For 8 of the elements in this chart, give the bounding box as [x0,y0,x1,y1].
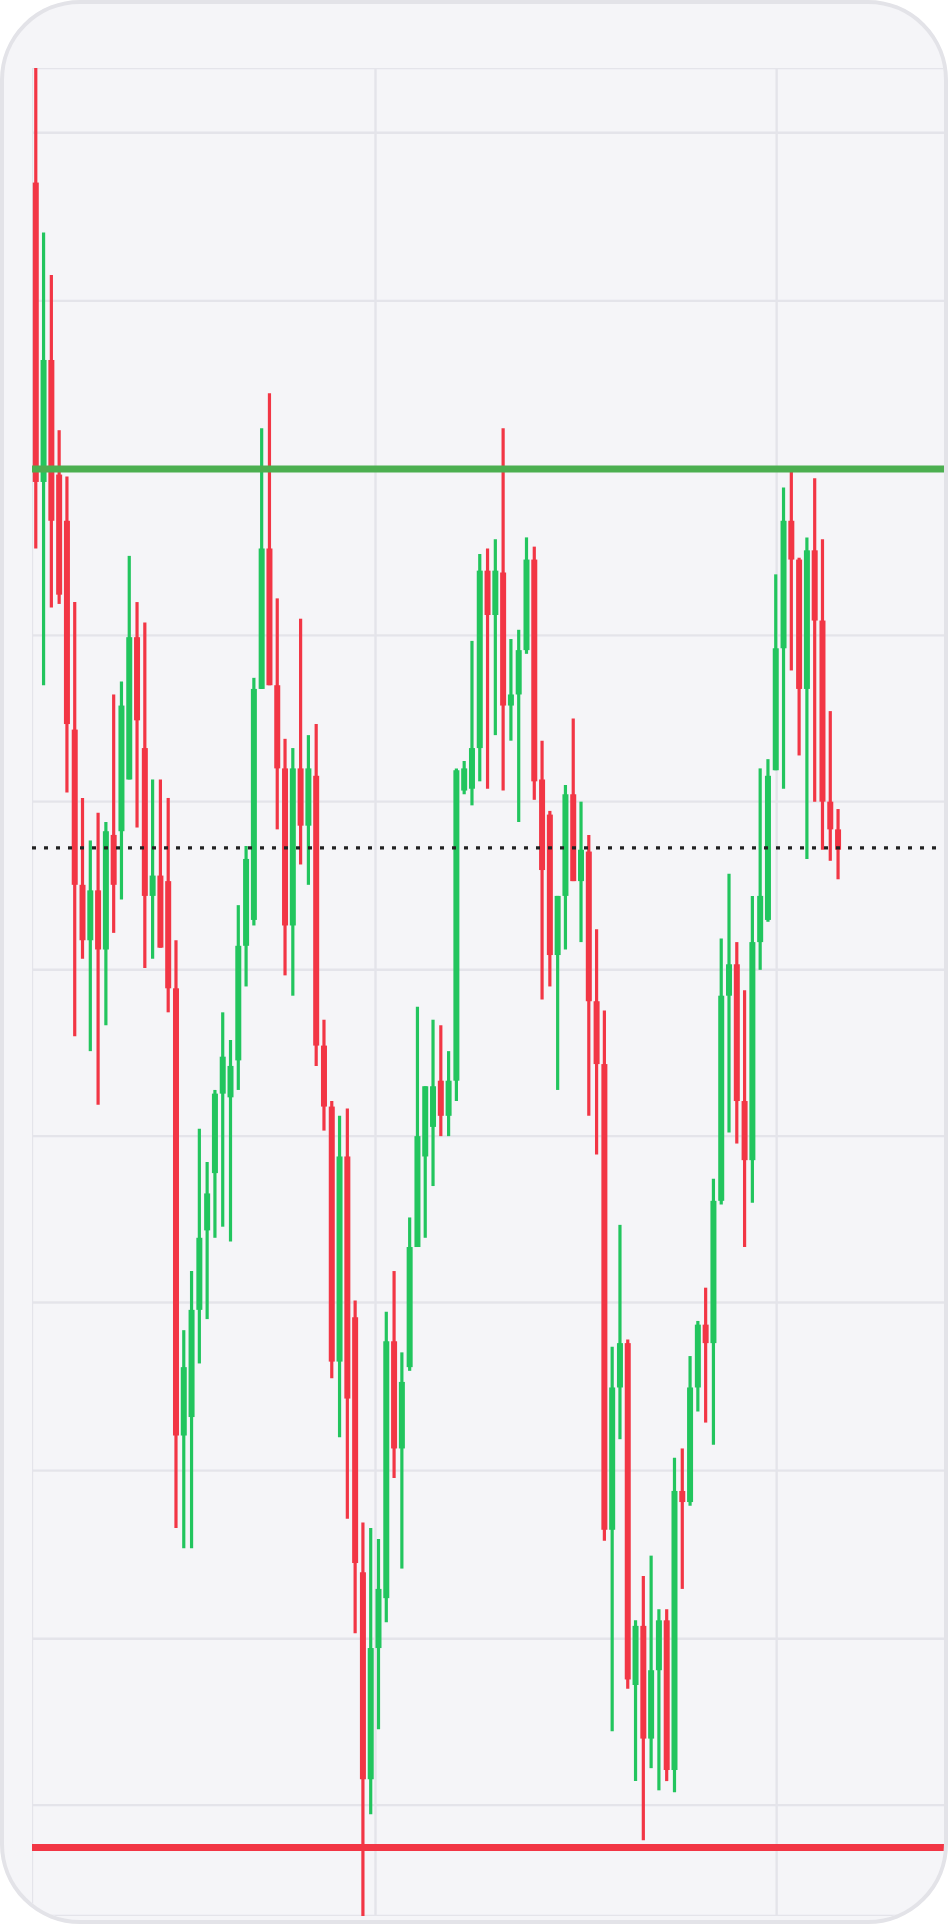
candlestick [679,1446,686,1591]
candlestick [437,1023,444,1138]
candlestick [484,546,491,791]
candlestick [430,1018,437,1188]
candlestick [492,537,499,737]
candlestick [702,1286,709,1425]
candlestick [149,777,156,961]
candlestick [578,800,585,944]
